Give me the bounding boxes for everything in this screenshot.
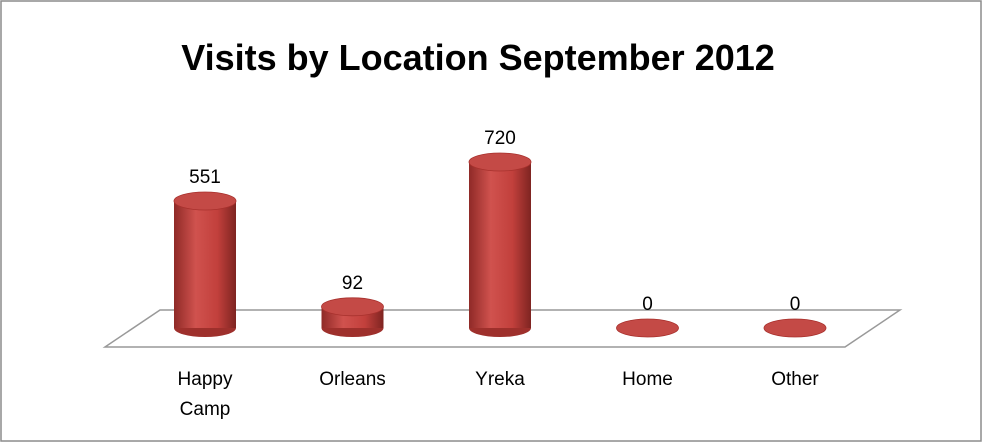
bar-top — [173, 191, 237, 211]
data-label: 0 — [642, 294, 653, 315]
bar — [174, 200, 236, 328]
bar-top — [763, 318, 827, 338]
bar — [469, 162, 531, 328]
data-label: 720 — [484, 128, 516, 149]
x-tick-label: Home — [622, 369, 673, 390]
x-tick-label: Yreka — [475, 369, 525, 390]
bar-top — [468, 152, 532, 172]
bar-top — [321, 297, 384, 317]
x-tick-label: Orleans — [319, 369, 386, 390]
bar-top — [616, 318, 679, 338]
chart-title: Visits by Location September 2012 — [181, 37, 775, 78]
data-label: 92 — [342, 273, 363, 294]
x-tick-label: Other — [771, 369, 819, 390]
data-label: 0 — [790, 294, 801, 315]
data-label: 551 — [189, 167, 221, 188]
x-tick-label: Happy Camp — [177, 369, 233, 420]
